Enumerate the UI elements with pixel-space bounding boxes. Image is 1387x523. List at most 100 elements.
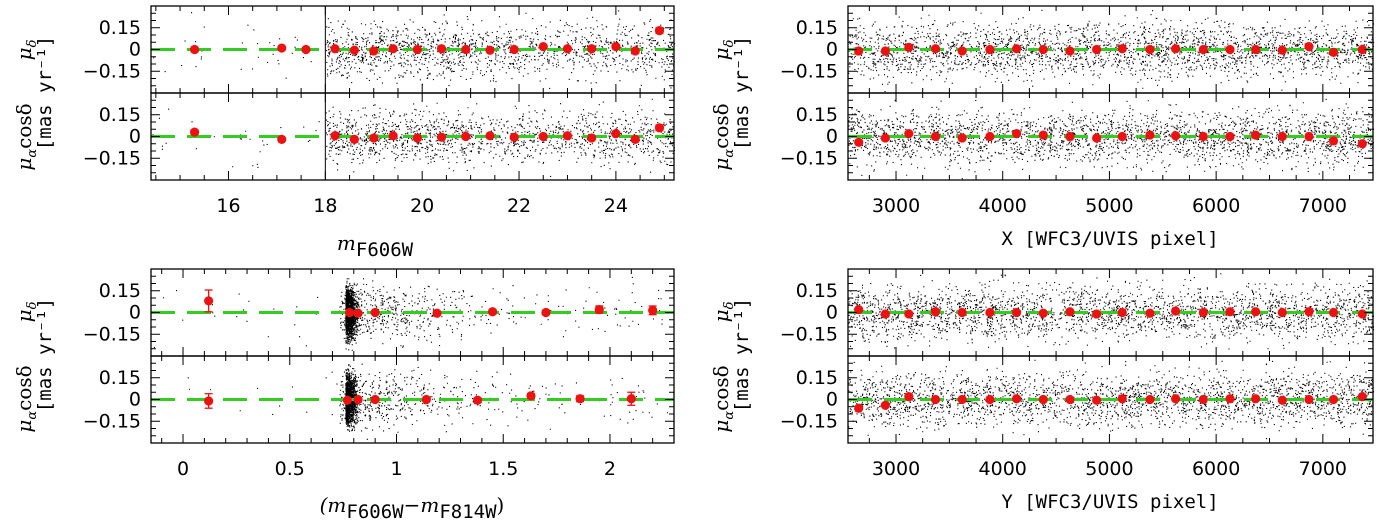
mean-point — [485, 131, 495, 141]
mean-point — [369, 46, 379, 56]
chart-colour: 0.150−0.15 0.150−0.15 0 0.5 1 1.5 2 (mF606W−… — [83, 268, 675, 523]
panel-colour-pmra: 0.150−0.15 — [83, 355, 675, 444]
mean-point — [985, 131, 995, 142]
mean-point — [1225, 44, 1235, 55]
mean-point — [330, 131, 340, 141]
y-axis-titles-bottom-left: μδ μαcosδ [mas yr⁻¹] — [12, 298, 56, 433]
x-tick-label: 6000 — [1192, 458, 1240, 480]
pm-ra-label: μαcosδ — [12, 365, 40, 432]
pm-dec-label: μδ — [709, 39, 737, 60]
y-tick-label: 0 — [129, 302, 141, 324]
mean-point — [1304, 131, 1314, 142]
mean-point — [854, 46, 864, 56]
mean-point — [1170, 394, 1181, 404]
mean-point — [562, 44, 573, 54]
mean-point — [473, 395, 483, 405]
mean-point — [1145, 44, 1155, 55]
mean-point — [1225, 307, 1235, 317]
mean-point — [654, 123, 665, 133]
x-tick-label: 7000 — [1299, 195, 1347, 217]
y-tick-label: 0.15 — [796, 104, 838, 126]
mean-point — [575, 394, 585, 404]
mean-point — [461, 131, 471, 142]
y-tick-label: 0.15 — [796, 367, 838, 389]
x-axis-title-colour: (mF606W−mF814W) — [320, 493, 505, 523]
mean-point — [1328, 394, 1339, 405]
mean-point — [880, 400, 890, 410]
x-tick-label: 0 — [177, 458, 189, 480]
y-tick-label: 0.15 — [99, 280, 141, 302]
mean-point — [1328, 47, 1339, 58]
panel-y-pmdec: 0.150−0.15 — [780, 268, 1375, 357]
mean-point — [487, 307, 498, 317]
mean-point — [388, 44, 398, 54]
mean-point — [277, 134, 287, 144]
x-tick-label: 22 — [507, 195, 531, 217]
y-tick-label: 0.15 — [99, 367, 141, 389]
x-axis-title-magnitude: mF606W — [337, 231, 414, 261]
mean-point — [1198, 394, 1208, 405]
x-tick-label: 2 — [604, 458, 616, 480]
mean-point — [1304, 42, 1314, 52]
mean-point — [1145, 394, 1155, 405]
y-tick-label: −0.15 — [780, 410, 838, 432]
pm-dec-label: μδ — [12, 39, 40, 60]
chart-y-pixel: 0.150−0.15 0.150−0.15 3000 4000 5000 6000 70… — [780, 268, 1375, 513]
y-tick-label: 0.15 — [99, 17, 141, 39]
chart-magnitude: 0.150−0.15 0.150−0.15 16 18 20 22 24 mF606W — [83, 5, 676, 261]
mean-point — [985, 44, 995, 55]
mean-point — [854, 137, 864, 147]
y-tick-label: 0.15 — [796, 280, 838, 302]
mean-point — [1251, 130, 1261, 140]
mean-point — [1117, 131, 1127, 142]
mean-point — [1092, 395, 1102, 405]
x-tick-label: 0.5 — [275, 458, 305, 480]
mean-point — [930, 394, 941, 405]
y-tick-label: 0 — [129, 126, 141, 148]
x-tick-label: 4000 — [979, 195, 1027, 217]
star-scatter — [848, 98, 1374, 180]
mean-point — [957, 46, 967, 56]
star-scatter — [187, 363, 675, 440]
mean-point — [1251, 394, 1261, 404]
mean-point — [854, 305, 864, 315]
mean-point — [189, 127, 200, 137]
x-tick-label: 5000 — [1085, 458, 1133, 480]
mean-point — [904, 42, 914, 52]
mean-point — [1011, 44, 1022, 54]
y-tick-label: −0.15 — [780, 323, 838, 345]
mean-point — [904, 392, 914, 402]
y-tick-label: 0 — [826, 389, 838, 411]
mean-point — [1065, 394, 1075, 405]
mean-point — [1117, 307, 1127, 318]
x-tick-label: 20 — [410, 195, 434, 217]
mean-point — [436, 44, 447, 54]
panel-x-pmdec: 0.150−0.15 — [780, 5, 1375, 94]
y-tick-label: 0.15 — [796, 17, 838, 39]
mean-point — [1357, 392, 1367, 402]
x-tick-label: 16 — [216, 195, 240, 217]
y-tick-label: −0.15 — [780, 60, 838, 82]
x-tick-label: 24 — [604, 195, 628, 217]
mean-point — [1170, 44, 1181, 54]
x-tick-label: 6000 — [1192, 195, 1240, 217]
chart-x-pixel: 0.150−0.15 0.150−0.15 3000 4000 5000 6000 70… — [780, 5, 1375, 250]
mean-point — [880, 309, 890, 319]
pm-ra-label: μαcosδ — [709, 365, 737, 432]
mean-point — [353, 308, 363, 318]
mean-point — [1277, 307, 1287, 318]
x-tick-label: 4000 — [979, 458, 1027, 480]
mean-point — [904, 309, 914, 319]
mean-point — [1092, 133, 1102, 143]
y-axis-titles-top-left: μδ μαcosδ [mas yr⁻¹] — [12, 36, 56, 171]
mean-point — [1277, 45, 1287, 55]
mean-point — [630, 134, 640, 144]
mean-point — [204, 296, 214, 306]
pm-units-label: [mas yr⁻¹] — [34, 298, 56, 412]
mean-point — [541, 307, 551, 318]
y-tick-label: 0.15 — [99, 104, 141, 126]
mean-point — [985, 394, 995, 405]
mean-point — [461, 44, 471, 55]
mean-point — [1198, 307, 1208, 318]
pm-units-label: [mas yr⁻¹] — [34, 36, 56, 150]
